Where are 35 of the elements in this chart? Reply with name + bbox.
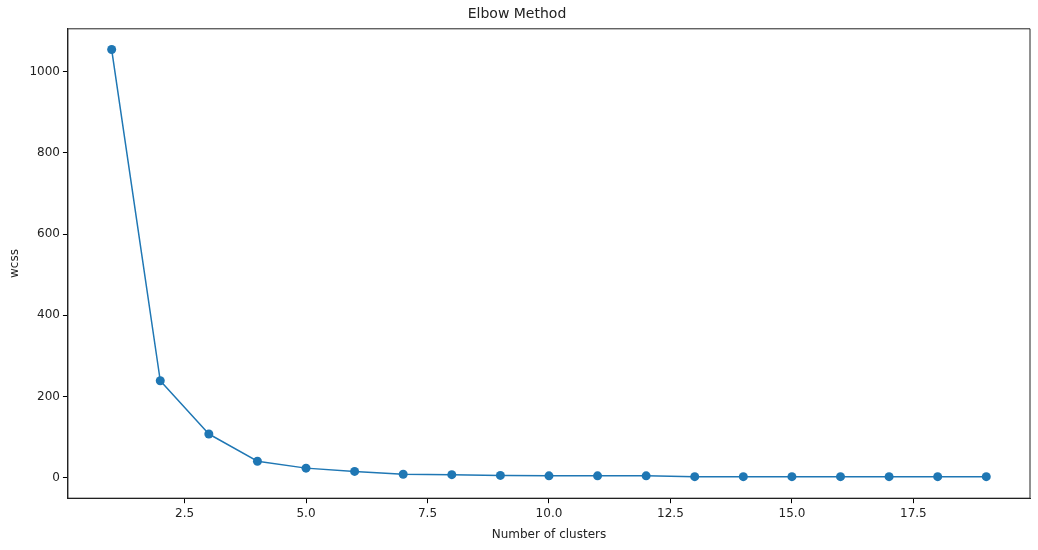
x-tick-label: 5.0 (296, 505, 316, 520)
point (204, 429, 214, 439)
point (398, 469, 408, 479)
y-axis-title: wcss (7, 249, 22, 278)
point (252, 456, 262, 466)
point (301, 463, 311, 473)
point (350, 466, 360, 476)
point (495, 470, 505, 480)
y-tick-label: 0 (52, 470, 60, 484)
x-tick-label: 17.5 (900, 505, 927, 520)
point (933, 472, 943, 482)
point (641, 471, 651, 481)
y-tick-label: 400 (37, 307, 60, 322)
point (593, 471, 603, 481)
x-tick-label: 15.0 (778, 505, 806, 520)
x-tick-label: 7.5 (417, 505, 438, 520)
x-tick-label: 10.0 (535, 505, 563, 520)
x-axis-title: Number of clusters (491, 526, 607, 541)
point (544, 471, 554, 481)
y-tick-label: 1000 (29, 63, 60, 78)
x-tick-label: 12.5 (657, 505, 684, 520)
y-tick-label: 800 (37, 144, 60, 159)
point (447, 470, 457, 480)
chart-title: Elbow Method (467, 5, 567, 22)
y-tick-label: 200 (37, 388, 60, 403)
y-tick-label: 600 (37, 226, 60, 241)
point (107, 45, 117, 55)
point (155, 376, 165, 386)
point (884, 472, 894, 482)
point (738, 472, 748, 482)
point (981, 472, 991, 482)
point (787, 472, 797, 482)
x-tick-label: 2.5 (175, 505, 195, 520)
point (690, 472, 700, 482)
point (836, 472, 845, 482)
